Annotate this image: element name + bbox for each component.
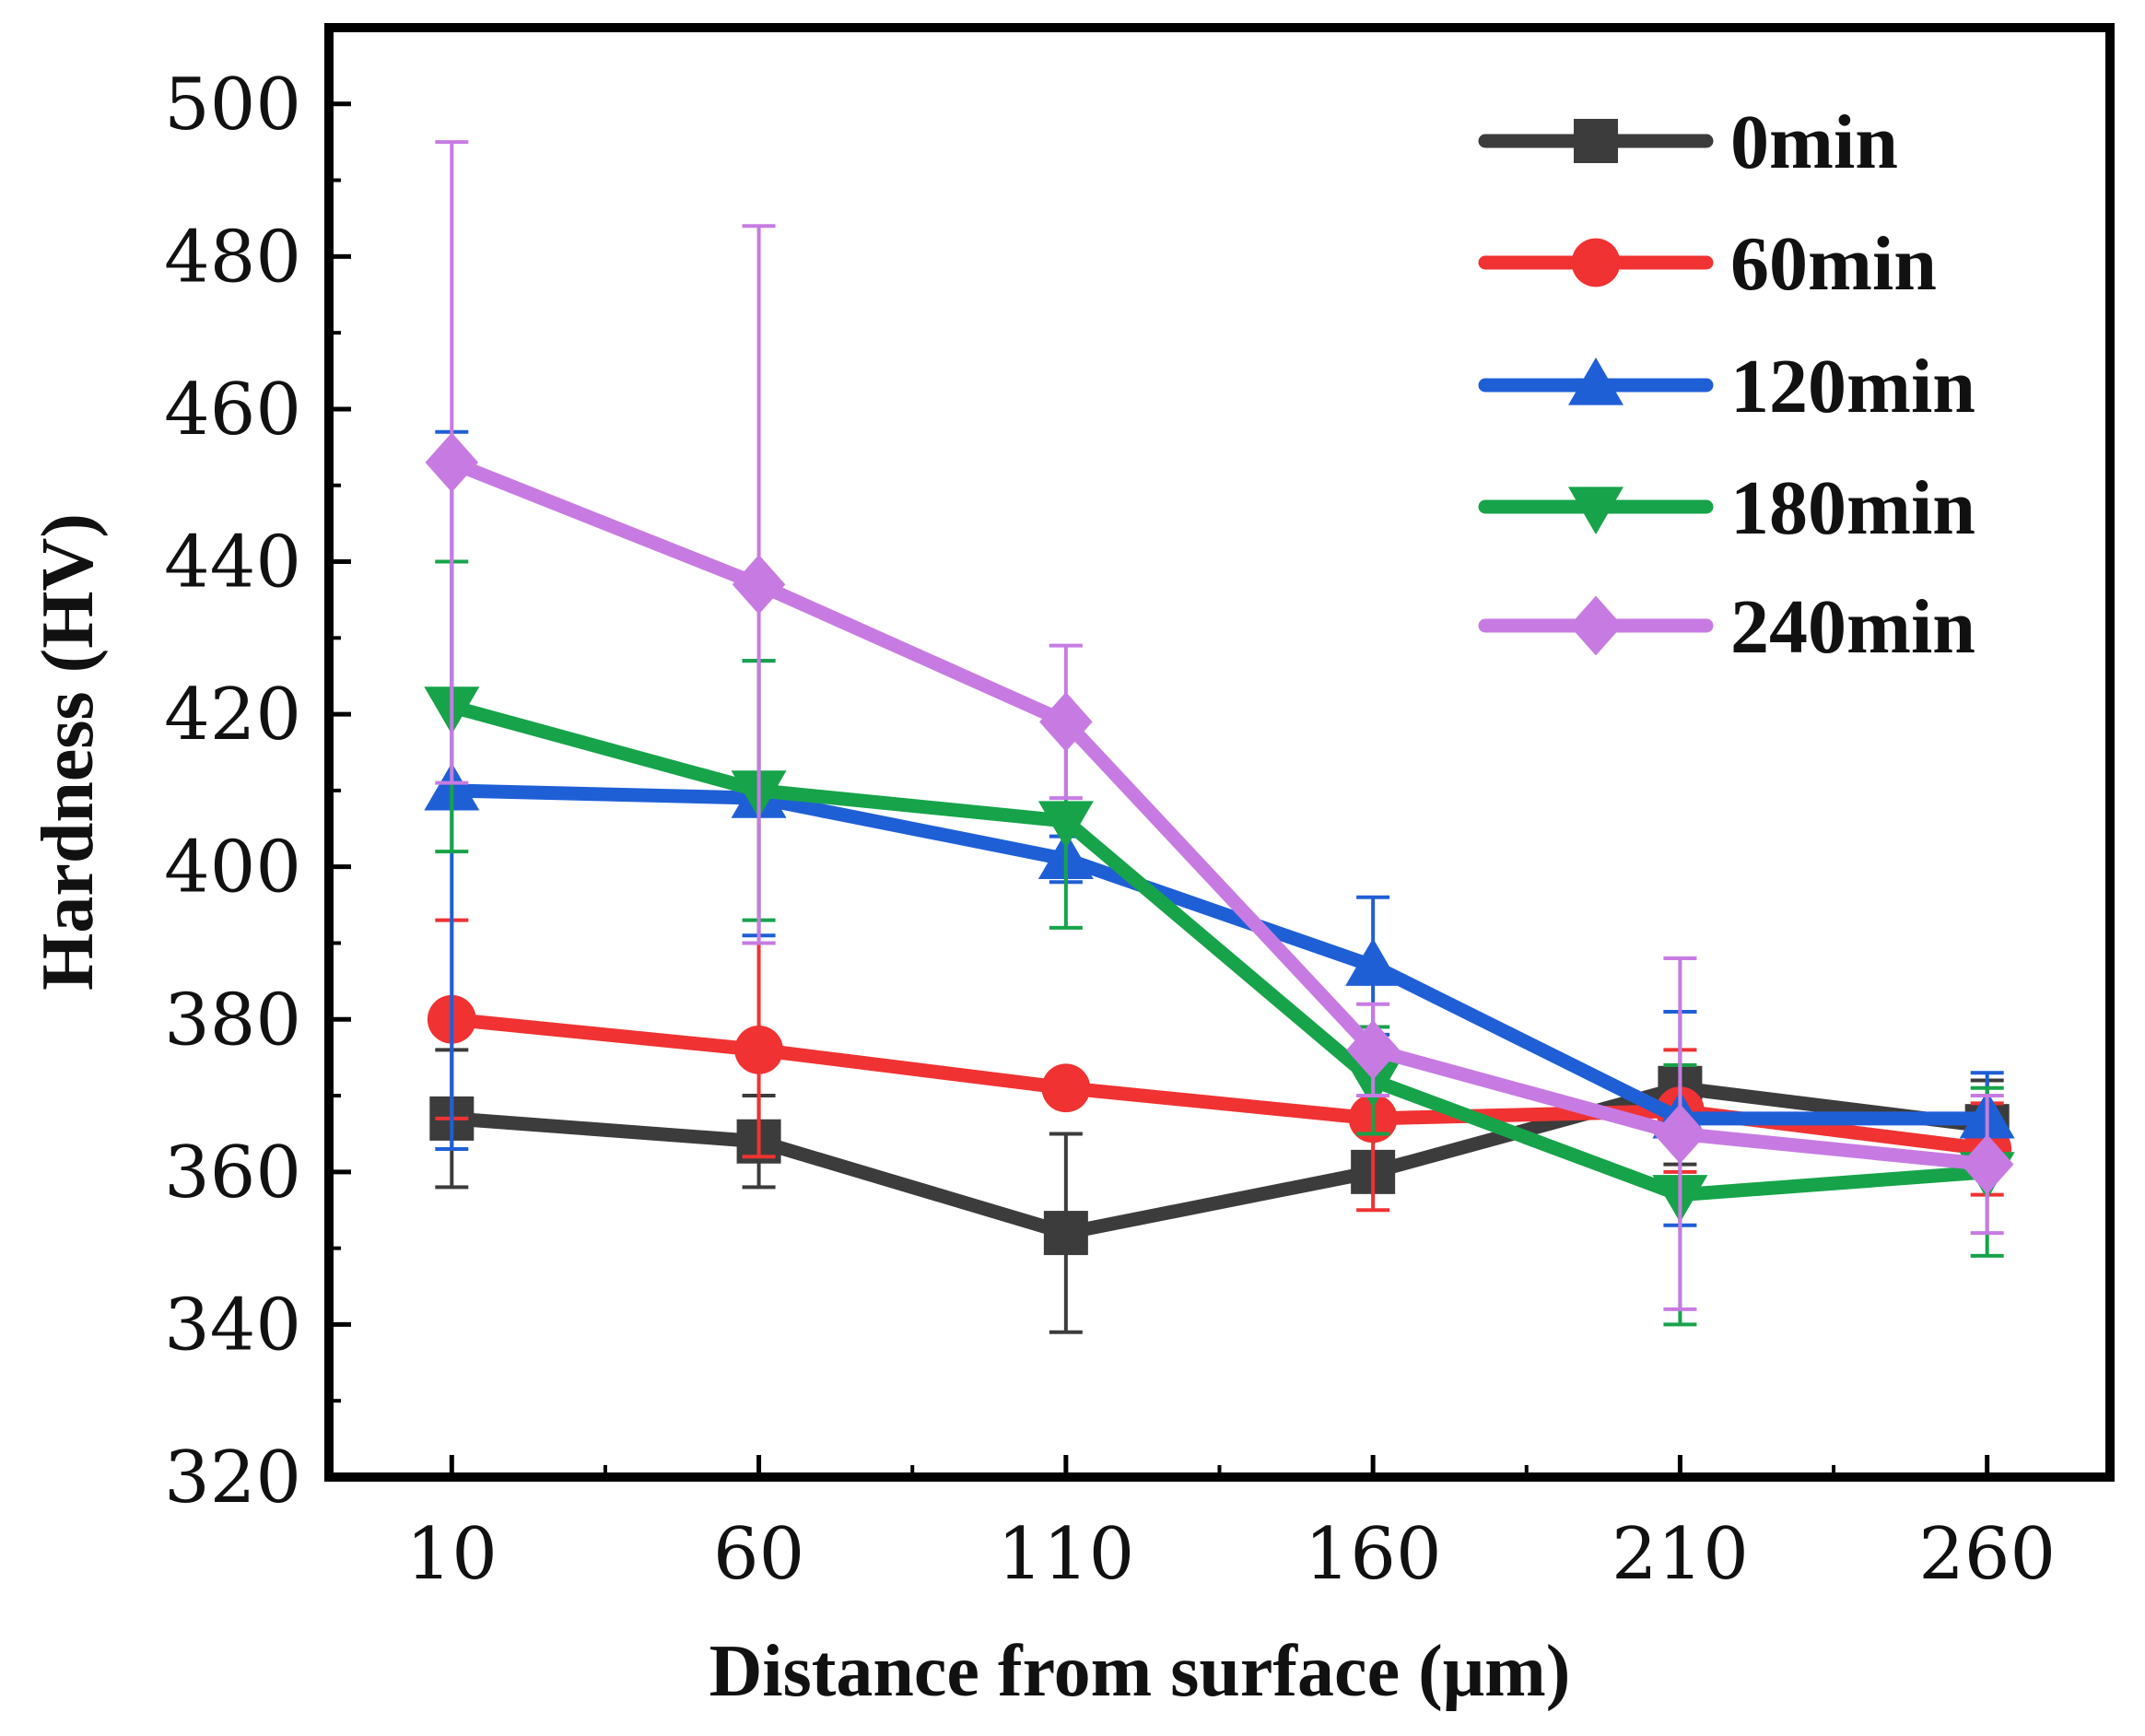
x-tick-label: 60 [713,1513,804,1596]
x-tick-label: 260 [1918,1513,2056,1596]
legend-item-60min: 60min [1478,221,1937,307]
plot-content [424,140,2015,1334]
y-tick-label: 420 [164,674,301,757]
legend-marker [1569,595,1623,656]
axis-ticks: 320 340 360 380 400 420 440 460 480 500 10 60 110 160… [164,64,2056,1596]
y-tick-label: 320 [164,1437,301,1519]
series-60min [427,918,2012,1213]
y-tick-label: 360 [164,1132,301,1214]
series-180min [424,559,2015,1327]
data-point [1039,691,1093,752]
data-point [1346,1019,1400,1080]
y-tick-label: 380 [164,979,301,1062]
data-point [425,432,479,493]
x-tick-label: 10 [406,1513,498,1596]
legend-label: 120min [1730,344,1975,429]
legend-item-0min: 0min [1478,100,1898,185]
legend-item-180min: 180min [1478,465,1975,551]
legend-item-120min: 120min [1478,344,1975,429]
legend-label: 60min [1730,221,1937,307]
series-line [444,1081,1995,1240]
data-point [1037,801,1094,850]
data-point [1653,1104,1707,1164]
data-point [1041,1063,1091,1113]
y-tick-label: 340 [164,1284,301,1367]
data-point [1345,938,1401,986]
series-line [444,783,1995,1126]
y-tick-label: 460 [164,369,301,452]
data-point [732,554,786,615]
y-axis-title: Hardness (HV) [28,513,109,991]
legend-marker [1571,238,1621,287]
legend-label: 0min [1730,100,1898,185]
legend: 0min 60min 120min 180min 240min [1478,100,1975,670]
series-line [444,455,1995,1172]
series-240min [425,140,2014,1311]
data-point [734,1025,783,1074]
data-point [1043,1211,1088,1256]
x-tick-label: 160 [1305,1513,1442,1596]
legend-label: 180min [1730,465,1975,551]
legend-label: 240min [1730,584,1975,670]
x-axis-title: Distance from surface (μm) [709,1631,1571,1712]
legend-marker [1568,358,1623,405]
y-tick-label: 500 [164,64,301,147]
x-tick-label: 210 [1612,1513,1749,1596]
y-tick-label: 440 [164,522,301,604]
y-tick-label: 480 [164,216,301,299]
legend-item-240min: 240min [1478,584,1975,670]
y-tick-label: 400 [164,827,301,909]
x-tick-label: 110 [997,1513,1134,1596]
series-line [444,699,1995,1202]
legend-marker [1568,487,1623,534]
data-point [1960,1134,2014,1194]
series-0min [429,1009,2010,1334]
legend-marker [1574,119,1618,163]
